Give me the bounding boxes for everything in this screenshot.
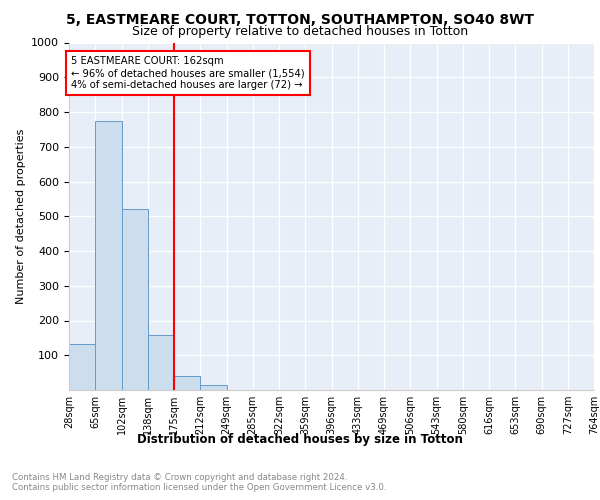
Bar <box>148 335 174 390</box>
Text: Contains HM Land Registry data © Crown copyright and database right 2024.
Contai: Contains HM Land Registry data © Crown c… <box>12 472 386 492</box>
Text: 5 EASTMEARE COURT: 162sqm
← 96% of detached houses are smaller (1,554)
4% of sem: 5 EASTMEARE COURT: 162sqm ← 96% of detac… <box>71 56 305 90</box>
Bar <box>121 208 148 390</box>
Text: Distribution of detached houses by size in Totton: Distribution of detached houses by size … <box>137 432 463 446</box>
Bar <box>174 376 200 390</box>
Y-axis label: Number of detached properties: Number of detached properties <box>16 128 26 304</box>
Text: 5, EASTMEARE COURT, TOTTON, SOUTHAMPTON, SO40 8WT: 5, EASTMEARE COURT, TOTTON, SOUTHAMPTON,… <box>66 12 534 26</box>
Bar <box>200 385 227 390</box>
Bar <box>95 120 121 390</box>
Bar <box>69 344 95 390</box>
Text: Size of property relative to detached houses in Totton: Size of property relative to detached ho… <box>132 25 468 38</box>
